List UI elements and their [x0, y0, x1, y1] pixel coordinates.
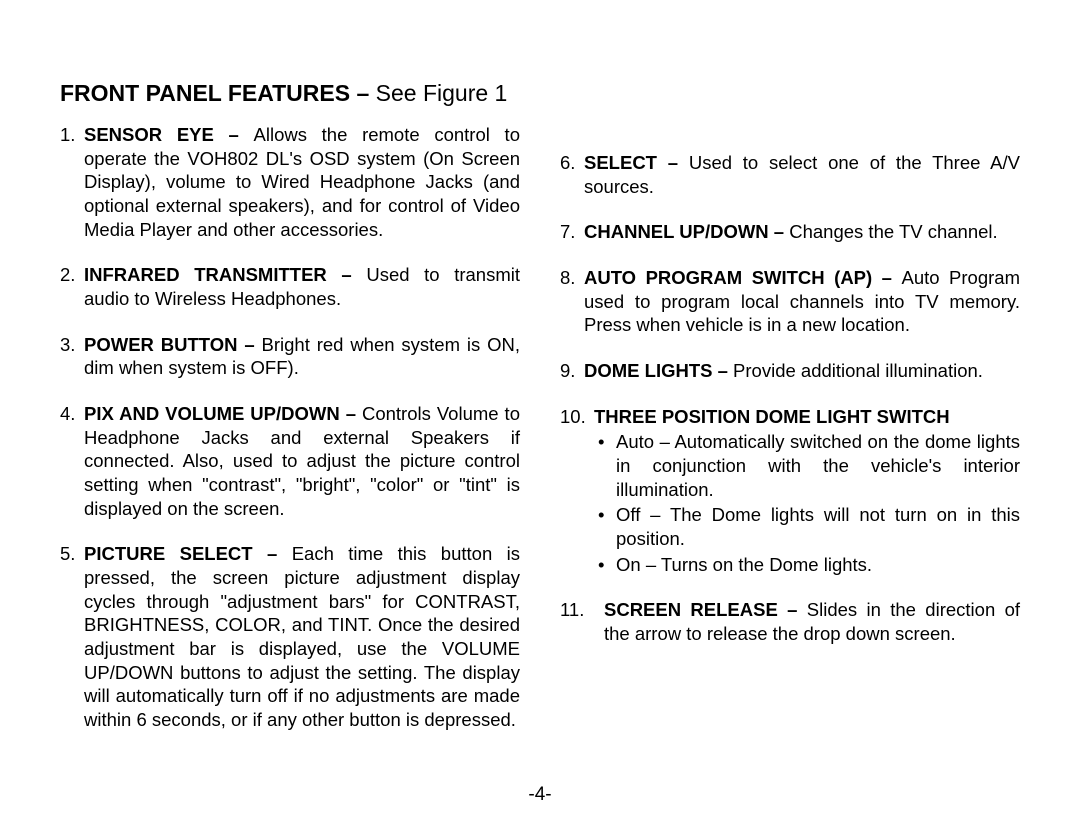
feature-item: INFRARED TRANSMITTER – Used to transmit …	[84, 263, 520, 310]
feature-subitem: Auto – Automatically switched on the dom…	[616, 430, 1020, 501]
feature-subitem: On – Turns on the Dome lights.	[616, 553, 1020, 577]
feature-description: Provide additional illumination.	[733, 360, 983, 381]
feature-item: PIX AND VOLUME UP/DOWN – Controls Volume…	[84, 402, 520, 520]
feature-label: PICTURE SELECT –	[84, 543, 292, 564]
feature-description: Changes the TV channel.	[789, 221, 997, 242]
feature-label: SCREEN RELEASE –	[604, 599, 807, 620]
feature-label: PIX AND VOLUME UP/DOWN –	[84, 403, 362, 424]
feature-item: POWER BUTTON – Bright red when system is…	[84, 333, 520, 380]
right-column: SELECT – Used to select one of the Three…	[560, 123, 1020, 754]
feature-item: SENSOR EYE – Allows the remote control t…	[84, 123, 520, 241]
heading-bold-part: FRONT PANEL FEATURES –	[60, 80, 376, 106]
section-heading: FRONT PANEL FEATURES – See Figure 1	[60, 80, 1020, 107]
two-column-layout: SENSOR EYE – Allows the remote control t…	[60, 123, 1020, 754]
left-column: SENSOR EYE – Allows the remote control t…	[60, 123, 520, 754]
feature-label: THREE POSITION DOME LIGHT SWITCH	[594, 406, 950, 427]
feature-label: POWER BUTTON –	[84, 334, 262, 355]
feature-description: Each time this button is pressed, the sc…	[84, 543, 520, 730]
feature-label: SENSOR EYE –	[84, 124, 254, 145]
feature-item: THREE POSITION DOME LIGHT SWITCH Auto – A…	[594, 405, 1020, 577]
feature-item: SELECT – Used to select one of the Three…	[584, 151, 1020, 198]
heading-rest-part: See Figure 1	[376, 80, 508, 106]
feature-item: DOME LIGHTS – Provide additional illumin…	[584, 359, 1020, 383]
feature-item: PICTURE SELECT – Each time this button i…	[84, 542, 520, 731]
manual-page: FRONT PANEL FEATURES – See Figure 1 SENS…	[0, 0, 1080, 834]
page-number: -4-	[0, 784, 1080, 806]
feature-sublist: Auto – Automatically switched on the dom…	[594, 430, 1020, 576]
feature-subitem: Off – The Dome lights will not turn on i…	[616, 503, 1020, 550]
feature-list-left: SENSOR EYE – Allows the remote control t…	[60, 123, 520, 732]
feature-item: CHANNEL UP/DOWN – Changes the TV channel…	[584, 220, 1020, 244]
feature-item: SCREEN RELEASE – Slides in the direction…	[604, 598, 1020, 645]
feature-label: DOME LIGHTS –	[584, 360, 733, 381]
feature-list-right: SELECT – Used to select one of the Three…	[560, 151, 1020, 646]
feature-label: INFRARED TRANSMITTER –	[84, 264, 366, 285]
feature-item: AUTO PROGRAM SWITCH (AP) – Auto Program …	[584, 266, 1020, 337]
feature-label: AUTO PROGRAM SWITCH (AP) –	[584, 267, 901, 288]
feature-label: SELECT –	[584, 152, 689, 173]
feature-label: CHANNEL UP/DOWN –	[584, 221, 789, 242]
